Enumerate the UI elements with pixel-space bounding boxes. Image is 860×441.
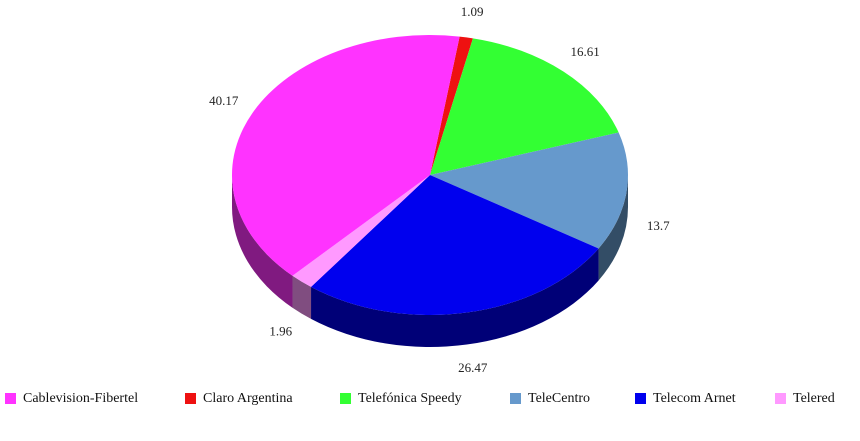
legend-swatch <box>340 393 351 404</box>
data-label: 26.47 <box>458 360 488 375</box>
legend-swatch <box>775 393 786 404</box>
data-label: 13.7 <box>647 218 670 233</box>
pie-slice <box>430 36 473 175</box>
pie-slice <box>232 35 460 276</box>
pie-slice <box>430 38 619 175</box>
data-label: 40.17 <box>209 93 239 108</box>
legend-swatch <box>510 393 521 404</box>
legend-swatch <box>635 393 646 404</box>
data-label: 16.61 <box>571 44 600 59</box>
legend-label: TeleCentro <box>528 391 590 406</box>
legend-label: Telered <box>793 391 835 406</box>
legend-label: Telecom Arnet <box>653 391 736 406</box>
pie-slice <box>311 175 599 315</box>
legend-label: Claro Argentina <box>203 391 293 406</box>
pie-slice <box>292 175 430 287</box>
pie-side <box>232 175 293 308</box>
legend-swatch <box>5 393 16 404</box>
legend-label: Cablevision-Fibertel <box>23 391 138 406</box>
pie-side <box>598 175 628 281</box>
legend-swatch <box>185 393 196 404</box>
pie-side <box>311 248 599 347</box>
data-label: 1.09 <box>461 4 484 19</box>
data-label: 1.96 <box>269 324 292 339</box>
pie-side <box>292 275 312 319</box>
pie-slice <box>430 132 628 249</box>
legend-label: Telefónica Speedy <box>358 391 462 406</box>
